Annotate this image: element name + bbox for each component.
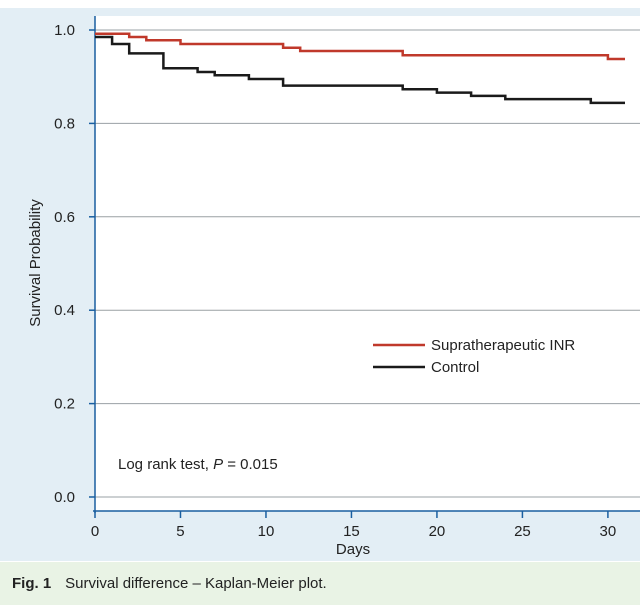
x-tick-label-0: 0 (91, 523, 99, 540)
log-rank-annotation: Log rank test, P = 0.015 (118, 456, 278, 473)
series-group (95, 32, 625, 105)
figure-panel: 0.0 0.2 0.4 0.6 0.8 1.0 0 5 10 15 20 25 30 Survival … (0, 8, 640, 561)
plot-area (95, 16, 640, 511)
x-tick-label-2: 10 (258, 523, 275, 540)
gridlines (95, 29, 640, 498)
y-tick-label-2: 0.4 (54, 302, 75, 319)
x-tick-label-6: 30 (600, 523, 617, 540)
x-tick-label-1: 5 (176, 523, 184, 540)
series-line-supratherapeutic (95, 32, 625, 61)
annotation-p: P (213, 456, 223, 473)
caption-text: Survival difference – Kaplan-Meier plot. (65, 575, 327, 592)
legend: Supratherapeutic INR Control (373, 337, 575, 376)
y-tick-label-4: 0.8 (54, 115, 75, 132)
km-chart: 0.0 0.2 0.4 0.6 0.8 1.0 0 5 10 15 20 25 30 Survival … (27, 16, 640, 558)
series-line-control (95, 35, 625, 105)
y-axis-label: Survival Probability (27, 199, 44, 327)
x-axis-label: Days (336, 541, 370, 558)
legend-label-supratherapeutic: Supratherapeutic INR (431, 337, 575, 354)
y-tick-label-1: 0.2 (54, 396, 75, 413)
x-tick-label-5: 25 (514, 523, 531, 540)
annotation-prefix: Log rank test, (118, 456, 213, 473)
axes: 0.0 0.2 0.4 0.6 0.8 1.0 0 5 10 15 20 25 30 (54, 16, 640, 540)
x-tick-label-4: 20 (429, 523, 446, 540)
caption-figure-number: Fig. 1 (12, 575, 52, 592)
figure-caption: Fig. 1 Survival difference – Kaplan-Meie… (0, 562, 640, 605)
legend-label-control: Control (431, 359, 479, 376)
x-tick-label-3: 15 (343, 523, 360, 540)
y-tick-label-5: 1.0 (54, 22, 75, 39)
y-tick-label-3: 0.6 (54, 209, 75, 226)
y-tick-label-0: 0.0 (54, 489, 75, 506)
annotation-suffix: = 0.015 (223, 456, 278, 473)
